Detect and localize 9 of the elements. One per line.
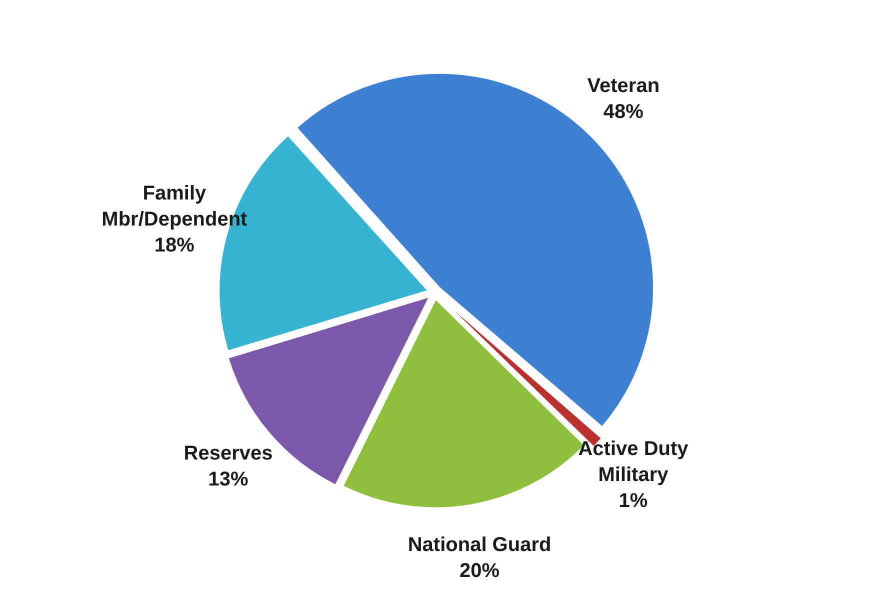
data-label: 1%	[618, 490, 648, 512]
data-label: 18%	[154, 234, 195, 256]
slice-label: National Guard	[408, 534, 552, 556]
slice-label: Reserves	[184, 442, 273, 464]
data-label: 13%	[208, 468, 249, 490]
slice-label: Active Duty Military	[578, 438, 690, 486]
data-label: 48%	[603, 101, 644, 124]
data-label: 20%	[460, 560, 500, 582]
slice-label: Veteran	[587, 75, 660, 98]
